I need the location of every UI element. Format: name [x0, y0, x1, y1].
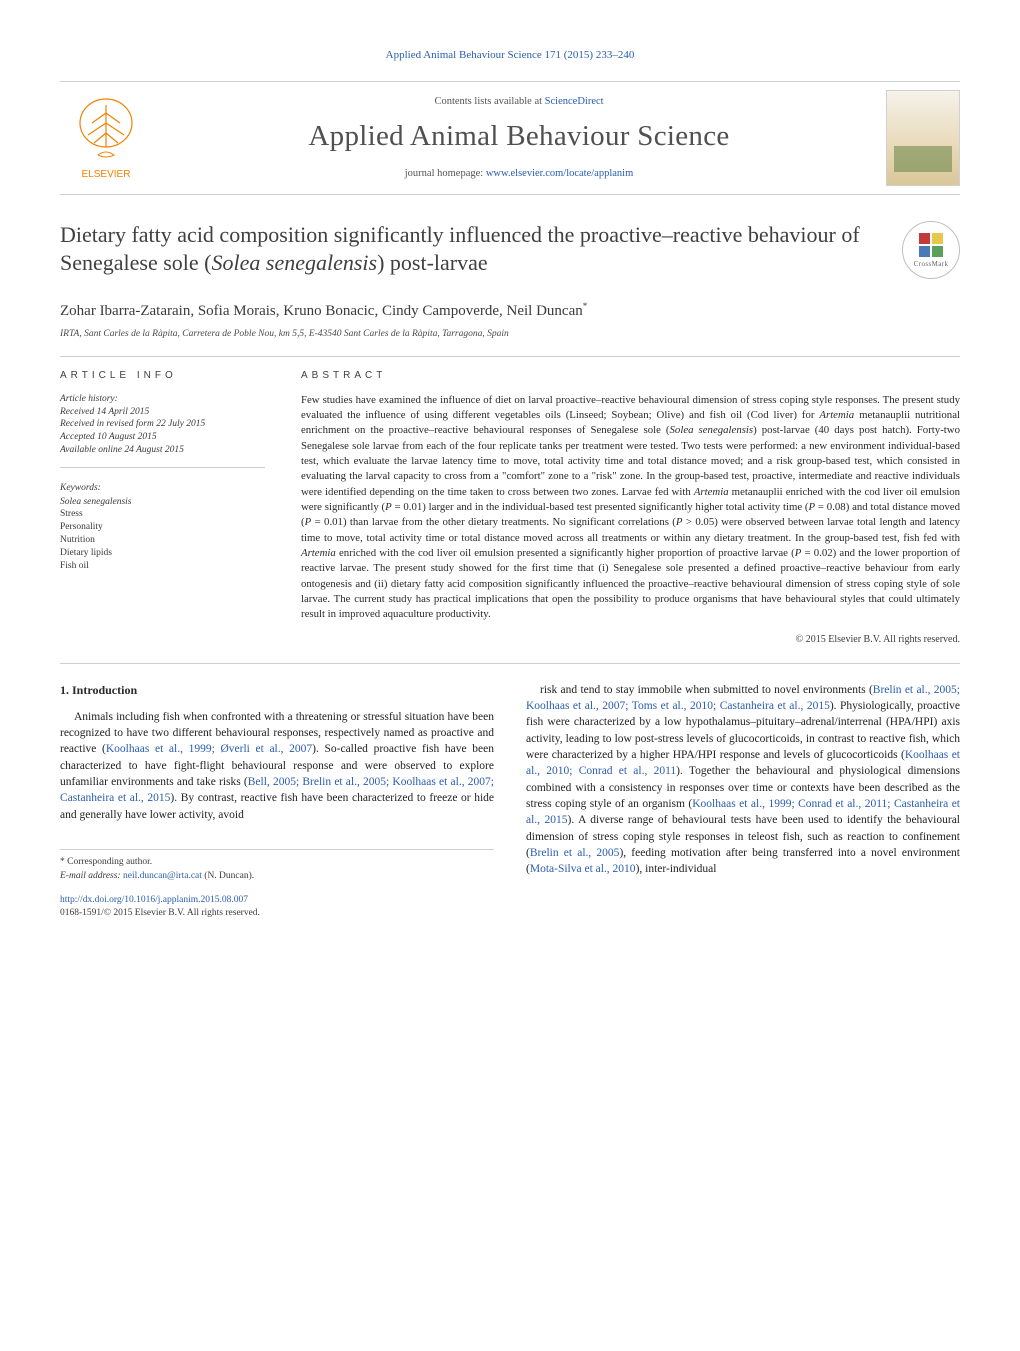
- sciencedirect-link[interactable]: ScienceDirect: [545, 96, 604, 107]
- body-col-left: 1. Introduction Animals including fish w…: [60, 682, 494, 921]
- homepage-line: journal homepage: www.elsevier.com/locat…: [164, 167, 874, 182]
- keyword-item: Dietary lipids: [60, 547, 265, 560]
- keywords-label: Keywords:: [60, 482, 265, 495]
- article-info: article info Article history: Received 1…: [60, 369, 265, 647]
- body-columns: 1. Introduction Animals including fish w…: [60, 682, 960, 921]
- publisher-name: ELSEVIER: [82, 169, 131, 180]
- abstract: abstract Few studies have examined the i…: [301, 369, 960, 647]
- body-col-right: risk and tend to stay immobile when subm…: [526, 682, 960, 921]
- authors: Zohar Ibarra-Zatarain, Sofia Morais, Kru…: [60, 300, 960, 322]
- page: Applied Animal Behaviour Science 171 (20…: [0, 0, 1020, 961]
- citation-text: Applied Animal Behaviour Science 171 (20…: [386, 49, 635, 61]
- keyword-item: Solea senegalensis: [60, 496, 265, 509]
- abstract-text: Few studies have examined the influence …: [301, 393, 960, 623]
- divider: [60, 663, 960, 664]
- article-history: Article history: Received 14 April 2015 …: [60, 393, 265, 468]
- email-label: E-mail address:: [60, 871, 121, 881]
- abstract-heading: abstract: [301, 369, 960, 383]
- elsevier-tree-icon: ELSEVIER: [68, 93, 144, 183]
- publisher-logo: ELSEVIER: [60, 92, 152, 184]
- keywords-block: Keywords: Solea senegalensisStressPerson…: [60, 482, 265, 573]
- corresponding-author-block: * Corresponding author. E-mail address: …: [60, 849, 494, 884]
- journal-cover-thumbnail: [886, 90, 960, 186]
- section-heading: 1. Introduction: [60, 682, 494, 699]
- crossmark-icon: [917, 231, 945, 259]
- divider: [60, 356, 960, 357]
- history-online: Available online 24 August 2015: [60, 444, 265, 457]
- running-head: Applied Animal Behaviour Science 171 (20…: [60, 48, 960, 63]
- article-info-heading: article info: [60, 369, 265, 383]
- history-label: Article history:: [60, 393, 265, 406]
- affiliation: IRTA, Sant Carles de la Ràpita, Carreter…: [60, 328, 960, 341]
- journal-homepage-link[interactable]: www.elsevier.com/locate/applanim: [486, 168, 633, 179]
- history-received: Received 14 April 2015: [60, 406, 265, 419]
- body-paragraph: Animals including fish when confronted w…: [60, 709, 494, 823]
- keyword-item: Stress: [60, 508, 265, 521]
- doi-line: http://dx.doi.org/10.1016/j.applanim.201…: [60, 894, 494, 907]
- crossmark-badge[interactable]: CrossMark: [902, 221, 960, 279]
- doi-link[interactable]: http://dx.doi.org/10.1016/j.applanim.201…: [60, 895, 248, 905]
- corr-name: (N. Duncan).: [204, 871, 254, 881]
- journal-name: Applied Animal Behaviour Science: [164, 116, 874, 157]
- masthead-center: Contents lists available at ScienceDirec…: [152, 95, 886, 181]
- article-header: Dietary fatty acid composition significa…: [60, 221, 960, 292]
- history-revised: Received in revised form 22 July 2015: [60, 418, 265, 431]
- contents-prefix: Contents lists available at: [434, 96, 544, 107]
- crossmark-label: CrossMark: [914, 260, 949, 270]
- keyword-item: Fish oil: [60, 560, 265, 573]
- abstract-copyright: © 2015 Elsevier B.V. All rights reserved…: [301, 633, 960, 647]
- article-title: Dietary fatty acid composition significa…: [60, 221, 890, 276]
- contents-line: Contents lists available at ScienceDirec…: [164, 95, 874, 110]
- keyword-item: Nutrition: [60, 534, 265, 547]
- history-accepted: Accepted 10 August 2015: [60, 431, 265, 444]
- corr-email-link[interactable]: neil.duncan@irta.cat: [123, 871, 202, 881]
- masthead: ELSEVIER Contents lists available at Sci…: [60, 81, 960, 195]
- homepage-prefix: journal homepage:: [405, 168, 486, 179]
- info-abstract-row: article info Article history: Received 1…: [60, 369, 960, 647]
- corr-label: * Corresponding author.: [60, 856, 494, 869]
- issn-line: 0168-1591/© 2015 Elsevier B.V. All right…: [60, 907, 494, 920]
- keyword-item: Personality: [60, 521, 265, 534]
- body-paragraph: risk and tend to stay immobile when subm…: [526, 682, 960, 878]
